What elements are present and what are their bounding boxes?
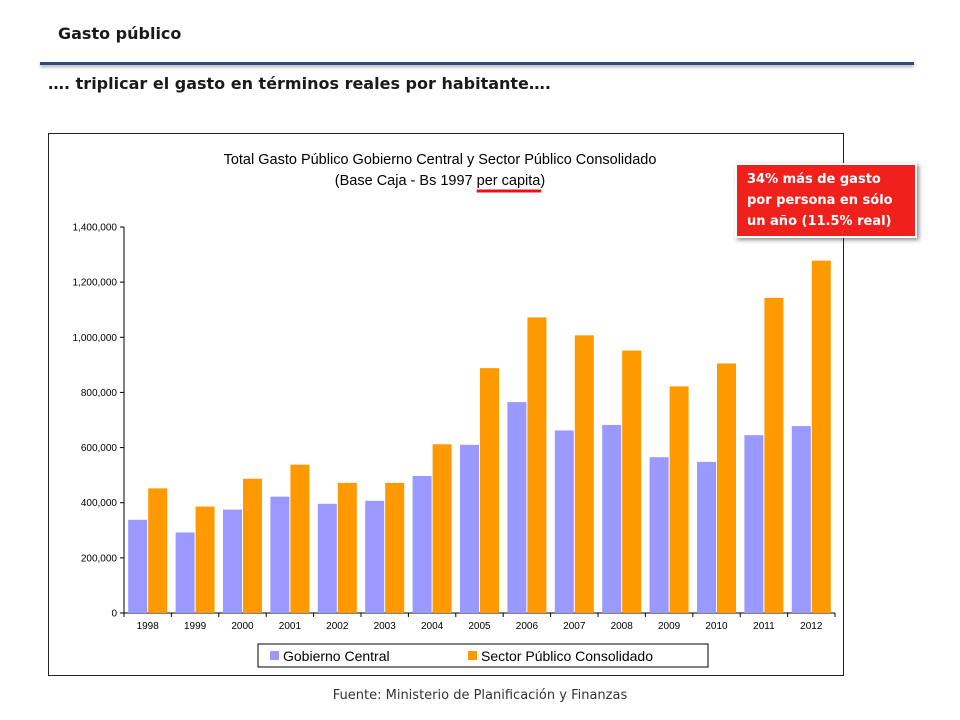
bar-gobierno-central-2012 [791, 426, 811, 613]
chart-subtitle: (Base Caja - Bs 1997 per capita) [335, 173, 545, 189]
x-tick-label: 2004 [421, 621, 444, 632]
y-tick-label: 1,400,000 [73, 223, 118, 234]
bar-gobierno-central-1999 [175, 532, 195, 613]
bar-gobierno-central-2007 [554, 430, 574, 613]
slide-subtitle: …. triplicar el gasto en términos reales… [48, 74, 551, 93]
bar-sector-publico-2009 [669, 386, 689, 613]
bar-sector-publico-2010 [717, 363, 736, 613]
bar-gobierno-central-2001 [270, 496, 290, 613]
bar-sector-publico-2001 [290, 464, 310, 613]
legend-label: Sector Público Consolidado [481, 648, 653, 664]
bar-gobierno-central-2002 [317, 503, 337, 613]
x-tick-label: 2001 [279, 621, 302, 632]
bar-gobierno-central-2011 [744, 435, 764, 613]
y-tick-label: 200,000 [81, 553, 118, 564]
x-tick-label: 1998 [137, 621, 160, 632]
bar-sector-publico-2004 [432, 444, 452, 613]
x-tick-label: 2006 [516, 621, 539, 632]
y-tick-label: 800,000 [81, 388, 118, 399]
x-tick-label: 2009 [658, 621, 681, 632]
y-tick-label: 600,000 [81, 443, 118, 454]
x-tick-label: 1999 [184, 621, 207, 632]
bar-gobierno-central-2005 [460, 444, 479, 613]
legend-swatch [468, 651, 477, 660]
chart-subtitle-suffix: ) [540, 173, 545, 189]
bar-chart: Total Gasto Público Gobierno Central y S… [73, 152, 836, 668]
slide-title: Gasto público [58, 24, 182, 43]
y-tick-label: 1,200,000 [73, 278, 118, 289]
y-tick-label: 1,000,000 [73, 333, 118, 344]
y-axis: 0 200,000 400,000 600,000 800,000 1,000,000 1,… [73, 223, 835, 620]
bar-gobierno-central-1998 [128, 519, 148, 613]
chart-title: Total Gasto Público Gobierno Central y S… [224, 152, 657, 168]
x-tick-label: 2007 [563, 621, 586, 632]
bar-sector-publico-2007 [574, 335, 594, 613]
bar-sector-publico-2000 [243, 478, 262, 613]
bar-sector-publico-2011 [764, 297, 784, 613]
bar-gobierno-central-2009 [649, 457, 669, 613]
bar-gobierno-central-2004 [412, 475, 432, 613]
chart-subtitle-per-capita: per capita [477, 173, 542, 189]
legend-swatch [270, 651, 279, 660]
x-tick-label: 2003 [374, 621, 397, 632]
x-tick-label: 2002 [326, 621, 349, 632]
legend-box [257, 643, 709, 668]
source-note: Fuente: Ministerio de Planificación y Fi… [332, 688, 628, 703]
x-tick-label: 2010 [705, 621, 728, 632]
x-tick-label: 2012 [800, 621, 823, 632]
bar-gobierno-central-2008 [602, 424, 622, 613]
chart-subtitle-prefix: (Base Caja - Bs 1997 [335, 173, 477, 189]
legend-label: Gobierno Central [283, 648, 390, 664]
bar-gobierno-central-2006 [507, 402, 527, 613]
x-axis: 1998 1999 2000 2001 2002 2003 2004 2005 2006 2007… [123, 613, 836, 632]
x-tick-label: 2000 [231, 621, 254, 632]
chart-legend: Gobierno Central Sector Público Consolida… [257, 643, 709, 668]
x-tick-label: 2008 [611, 621, 634, 632]
bar-gobierno-central-2010 [697, 461, 716, 613]
callout-box: 34% más de gasto por persona en sólo un … [735, 163, 917, 238]
bar-sector-publico-2012 [811, 260, 831, 613]
x-tick-label: 2005 [468, 621, 491, 632]
chart-frame: Total Gasto Público Gobierno Central y S… [48, 133, 844, 676]
bars [128, 260, 831, 613]
y-tick-label: 0 [111, 609, 117, 620]
bar-sector-publico-2002 [337, 482, 357, 613]
bar-gobierno-central-2003 [365, 500, 385, 613]
bar-sector-publico-1998 [148, 488, 168, 613]
y-tick-label: 400,000 [81, 498, 118, 509]
bar-gobierno-central-2000 [223, 509, 242, 613]
bar-sector-publico-2005 [480, 368, 499, 613]
bar-sector-publico-2008 [622, 350, 642, 613]
bar-sector-publico-2003 [385, 482, 405, 613]
x-tick-label: 2011 [753, 621, 775, 632]
bar-sector-publico-2006 [527, 317, 547, 613]
title-divider [40, 62, 914, 65]
bar-sector-publico-1999 [195, 506, 215, 613]
